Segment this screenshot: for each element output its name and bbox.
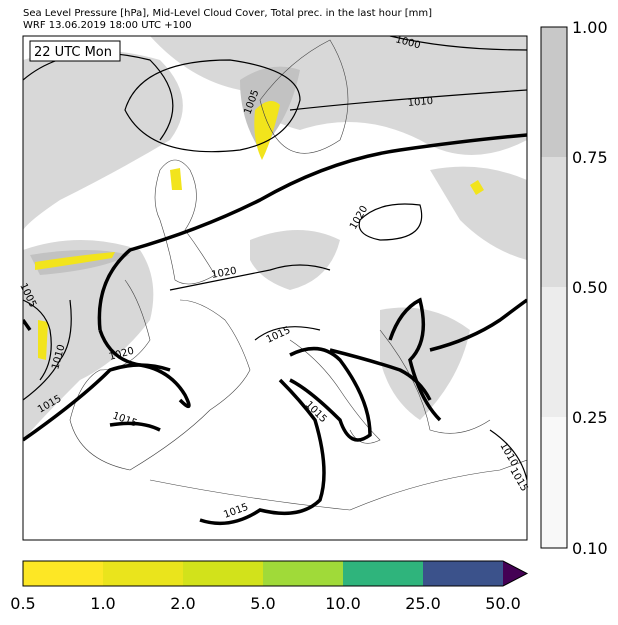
precip-colorbar: [22, 560, 529, 587]
map-area: [23, 36, 527, 540]
precip-tick-label: 10.0: [325, 594, 361, 613]
cloud-tick-label: 0.25: [572, 408, 608, 427]
cloud-tick-label: 0.75: [572, 148, 608, 167]
precip-tick-label: 25.0: [405, 594, 441, 613]
precip-tick-label: 0.5: [10, 594, 35, 613]
contour-label: 1010: [407, 96, 433, 109]
title-line2: WRF 13.06.2019 18:00 UTC +100: [23, 20, 192, 31]
cloud-tick-label: 0.10: [572, 539, 608, 558]
cloud-tick-label: 1.00: [572, 18, 608, 37]
precip-tick-label: 2.0: [170, 594, 195, 613]
cloud-tick-label: 0.50: [572, 278, 608, 297]
cloud-colorbar: [540, 26, 568, 549]
time-label: 22 UTC Mon: [34, 45, 112, 60]
time-box: [29, 40, 121, 62]
precip-tick-label: 5.0: [250, 594, 275, 613]
precip-tick-label: 1.0: [90, 594, 115, 613]
precip-tick-label: 50.0: [485, 594, 521, 613]
title-line1: Sea Level Pressure [hPa], Mid-Level Clou…: [23, 8, 432, 19]
map-frame: [22, 35, 528, 541]
contour-label: 1020: [211, 266, 238, 281]
